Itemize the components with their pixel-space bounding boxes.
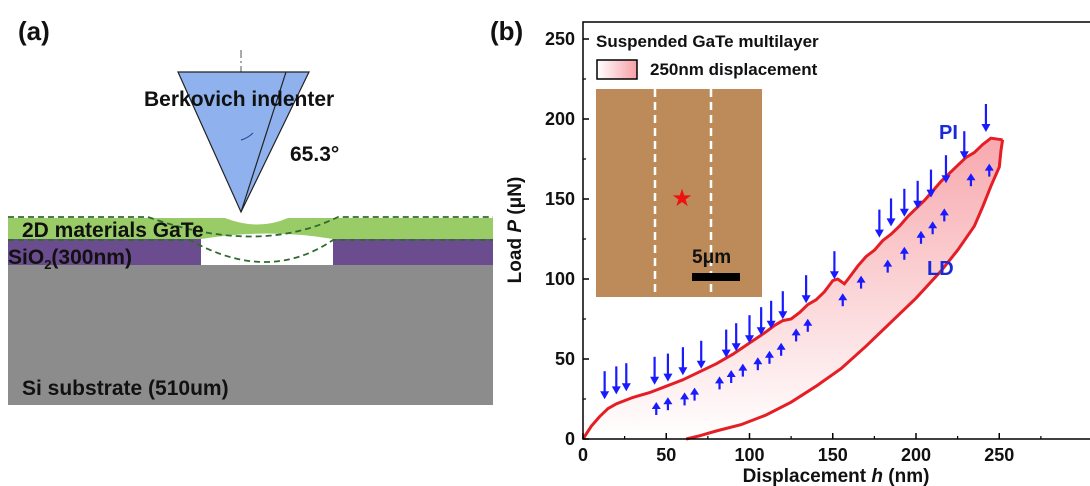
pop-in-arrow-down-5 [678, 347, 688, 376]
x-tick-label-5: 250 [984, 445, 1014, 465]
x-tick-label-3: 150 [818, 445, 848, 465]
indent-star-icon: ★ [671, 185, 693, 212]
scale-bar [692, 273, 740, 281]
pop-in-arrow-down-21 [959, 131, 969, 160]
y-tick-label-2: 100 [545, 269, 575, 289]
pop-in-arrow-up-1 [663, 397, 673, 411]
gate-dashed-outline-top [8, 216, 493, 238]
si-label: Si substrate (510um) [22, 377, 229, 400]
panel-a: (a) Berkovich indenter 65.3° 2D material… [8, 16, 493, 405]
x-tick-label-1: 50 [656, 445, 676, 465]
legend-title: Suspended GaTe multilayer [596, 32, 819, 51]
inset-image: ★ 5μm [596, 89, 762, 297]
pop-in-arrow-down-1 [611, 366, 621, 395]
indenter-label: Berkovich indenter [144, 88, 334, 111]
pop-in-arrow-up-0 [651, 402, 661, 415]
pop-in-arrow-down-18 [913, 180, 923, 209]
sio2-layer-right [333, 239, 493, 265]
pop-in-arrow-up-8 [764, 350, 774, 364]
y-tick-label-1: 50 [555, 349, 575, 369]
pop-in-arrow-down-0 [600, 371, 610, 400]
pop-in-arrow-up-19 [966, 173, 976, 187]
pop-in-arrow-up-12 [838, 293, 848, 307]
y-axis: 0 50 100 150 200 250 [545, 29, 589, 449]
pop-in-arrow-down-11 [766, 300, 776, 329]
legend-entry: 250nm displacement [650, 60, 818, 79]
unloading-curve [685, 139, 1005, 441]
scale-bar-label: 5μm [692, 247, 731, 268]
pop-in-arrow-down-7 [721, 329, 731, 358]
y-axis-label: Load P (μN) [505, 177, 526, 284]
pop-in-arrow-down-3 [650, 356, 660, 385]
pop-in-arrow-down-19 [926, 169, 936, 198]
y-tick-label-4: 200 [545, 109, 575, 129]
pop-in-arrow-up-2 [680, 392, 690, 406]
sio2-layer-left [8, 239, 201, 265]
x-tick-label-0: 0 [578, 445, 588, 465]
ld-fill-area [583, 138, 1003, 439]
pop-in-arrow-up-11 [803, 318, 813, 332]
y-tick-label-5: 250 [545, 29, 575, 49]
pop-in-arrow-down-2 [621, 363, 631, 392]
plot-frame [582, 21, 1090, 440]
panel-b-label: (b) [490, 16, 523, 46]
panel-b: (b) 0 50 100 150 200 250 0 50 100 150 200 250 Disp… [490, 16, 1090, 486]
pop-in-arrow-up-17 [928, 221, 938, 235]
pop-in-arrow-up-7 [753, 357, 763, 371]
pop-in-arrow-up-14 [883, 259, 893, 273]
pop-in-arrow-up-20 [984, 163, 994, 177]
inset-background [596, 89, 762, 297]
loading-curve [581, 136, 1003, 440]
annotation-pi: PI [939, 122, 958, 144]
pop-in-arrow-up-15 [899, 246, 909, 260]
pop-in-arrow-up-9 [776, 342, 786, 356]
pop-in-arrow-down-8 [731, 323, 741, 352]
si-substrate [8, 265, 493, 405]
pop-in-arrow-up-6 [738, 363, 748, 377]
gate-layer [8, 218, 493, 239]
indenter-edge [240, 71, 287, 213]
pop-in-arrow-down-20 [941, 155, 951, 184]
pop-in-arrow-down-15 [874, 209, 884, 238]
pop-in-arrow-up-10 [791, 328, 801, 342]
pop-in-arrow-up-18 [939, 208, 949, 222]
pop-in-arrow-up-13 [856, 275, 866, 289]
pop-in-arrow-down-9 [745, 315, 754, 344]
pop-in-arrow-down-6 [696, 340, 706, 369]
pop-in-arrow-up-5 [726, 370, 736, 383]
legend-swatch [596, 59, 638, 80]
y-tick-label-0: 0 [565, 429, 575, 449]
x-axis-label: Displacement h (nm) [743, 466, 930, 486]
pop-in-arrow-up-3 [690, 387, 700, 401]
plot-area [581, 104, 1005, 441]
annotation-ld: LD [927, 258, 954, 280]
angle-label: 65.3° [290, 143, 339, 166]
pop-in-arrow-down-22 [981, 104, 991, 132]
sio2-label: SiO2(300nm) [8, 246, 132, 272]
angle-arc [240, 132, 254, 141]
pop-in-arrow-up-4 [715, 376, 725, 390]
pop-in-arrows [600, 104, 994, 415]
pop-in-arrow-down-14 [829, 251, 839, 280]
panel-a-label: (a) [18, 16, 50, 46]
gate-dashed-outline-bottom [8, 239, 493, 263]
pop-in-arrow-down-4 [663, 353, 673, 382]
pop-in-arrow-down-12 [778, 291, 788, 320]
x-tick-label-4: 200 [901, 445, 931, 465]
pop-in-arrow-up-16 [916, 230, 926, 244]
indenter-body [177, 71, 310, 214]
x-axis: 0 50 100 150 200 250 [578, 433, 1042, 465]
x-tick-label-2: 100 [734, 445, 764, 465]
pop-in-arrow-down-13 [801, 275, 811, 304]
pop-in-arrow-down-16 [886, 198, 896, 227]
gate-label: 2D materials GaTe [22, 219, 204, 242]
pop-in-arrow-down-17 [899, 188, 909, 217]
y-tick-label-3: 150 [545, 189, 575, 209]
pop-in-arrow-down-10 [756, 307, 766, 336]
